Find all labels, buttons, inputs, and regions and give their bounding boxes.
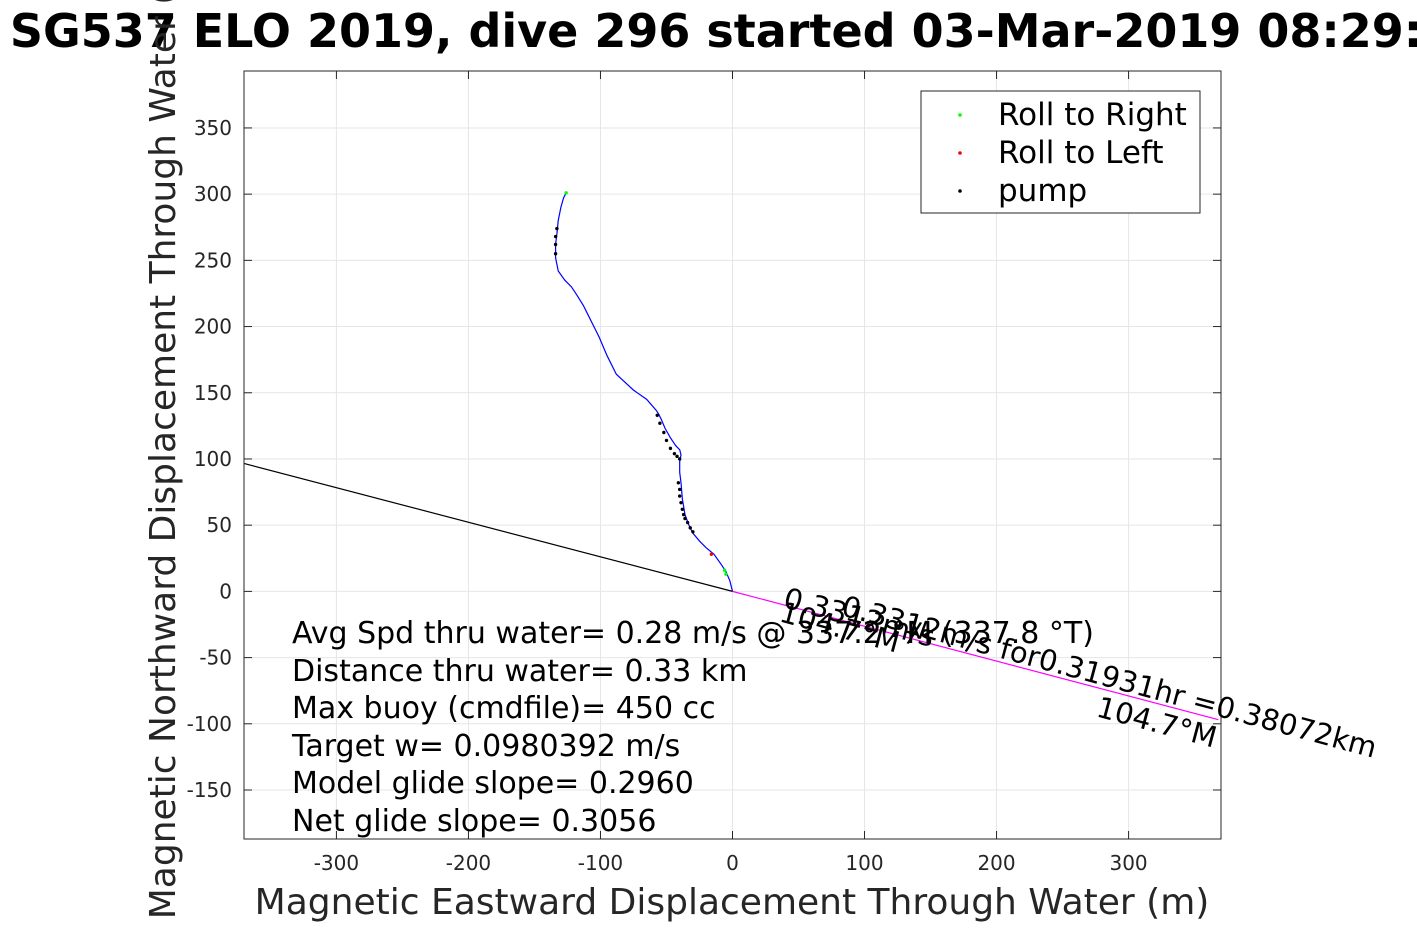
y-tick-label: 250 (194, 248, 232, 272)
legend-box (920, 90, 1201, 214)
marker-pump (553, 234, 558, 239)
marker-roll-to-right (564, 191, 568, 195)
marker-pump (675, 454, 679, 459)
ticks: -300 -200 -100 0 100 200 300 -150 -100 -50 0 50 100 1… (187, 71, 1221, 875)
legend-marker-roll-right (958, 113, 962, 117)
y-axis-label: Magnetic Northward Displacement Through … (143, 0, 184, 919)
y-tick-label: 50 (207, 513, 232, 537)
legend-marker-pump (958, 189, 962, 193)
marker-pump (676, 481, 681, 485)
series-displacement-vector (732, 590, 1219, 721)
marker-pump (655, 413, 659, 417)
y-tick-label: 150 (194, 381, 232, 405)
legend-label-roll-left: Roll to Left (998, 135, 1164, 171)
marker-pump (683, 516, 687, 521)
y-tick-label: -50 (199, 646, 232, 670)
marker-pump (553, 252, 558, 256)
marker-pump (553, 242, 558, 247)
stats-line-distance: Distance thru water= 0.33 km (292, 654, 747, 689)
marker-pump (668, 446, 673, 451)
marker-roll-to-left (709, 552, 714, 557)
marker-pump (677, 487, 682, 492)
stats-line-net-slope: Net glide slope= 0.3056 (292, 804, 656, 839)
marker-layer (553, 191, 728, 576)
x-tick-label: 200 (977, 851, 1015, 875)
stats-block: Avg Spd thru water= 0.28 m/s @ 337.2 °M … (291, 616, 1094, 839)
marker-pump (679, 500, 683, 505)
marker-pump (681, 512, 686, 517)
x-tick-label: 300 (1109, 851, 1147, 875)
x-tick-label: 0 (726, 851, 739, 875)
marker-pump (691, 530, 695, 534)
marker-pump (664, 438, 669, 443)
chart-title: SG537 ELO 2019, dive 296 started 03-Mar-… (10, 4, 1417, 58)
x-tick-label: 100 (845, 851, 883, 875)
marker-pump (672, 451, 677, 456)
legend: Roll to Right Roll to Left pump (920, 90, 1201, 214)
y-tick-label: 0 (219, 579, 232, 603)
series-track-through-water (554, 192, 734, 592)
y-tick-label: -150 (187, 778, 232, 802)
x-tick-label: -300 (314, 851, 359, 875)
marker-pump (662, 430, 666, 435)
marker-pump (680, 507, 685, 511)
marker-pump (677, 494, 682, 498)
stats-line-model-slope: Model glide slope= 0.2960 (292, 766, 694, 801)
stats-line-buoy: Max buoy (cmdfile)= 450 cc (292, 691, 716, 726)
legend-label-roll-right: Roll to Right (998, 97, 1187, 133)
marker-roll-to-right (724, 572, 728, 576)
marker-pump (688, 526, 692, 530)
marker-pump (685, 520, 690, 525)
x-tick-label: -200 (446, 851, 491, 875)
series-current-vector (243, 462, 733, 592)
y-tick-label: 100 (194, 447, 232, 471)
marker-roll-to-right (722, 568, 727, 572)
stats-line-speed: Avg Spd thru water= 0.28 m/s @ 337.2 °M … (292, 616, 1094, 651)
marker-pump (658, 421, 662, 425)
series-layer (243, 192, 1219, 721)
y-tick-label: 350 (194, 116, 232, 140)
x-tick-label: -100 (578, 851, 623, 875)
stats-line-target-w: Target w= 0.0980392 m/s (291, 729, 680, 764)
marker-pump (677, 457, 682, 461)
y-tick-label: 200 (194, 315, 232, 339)
x-axis-label: Magnetic Eastward Displacement Through W… (255, 882, 1210, 923)
marker-pump (555, 226, 559, 231)
legend-label-pump: pump (998, 173, 1087, 209)
y-tick-label: 300 (194, 182, 232, 206)
y-tick-label: -100 (187, 712, 232, 736)
legend-marker-roll-left (958, 151, 962, 155)
